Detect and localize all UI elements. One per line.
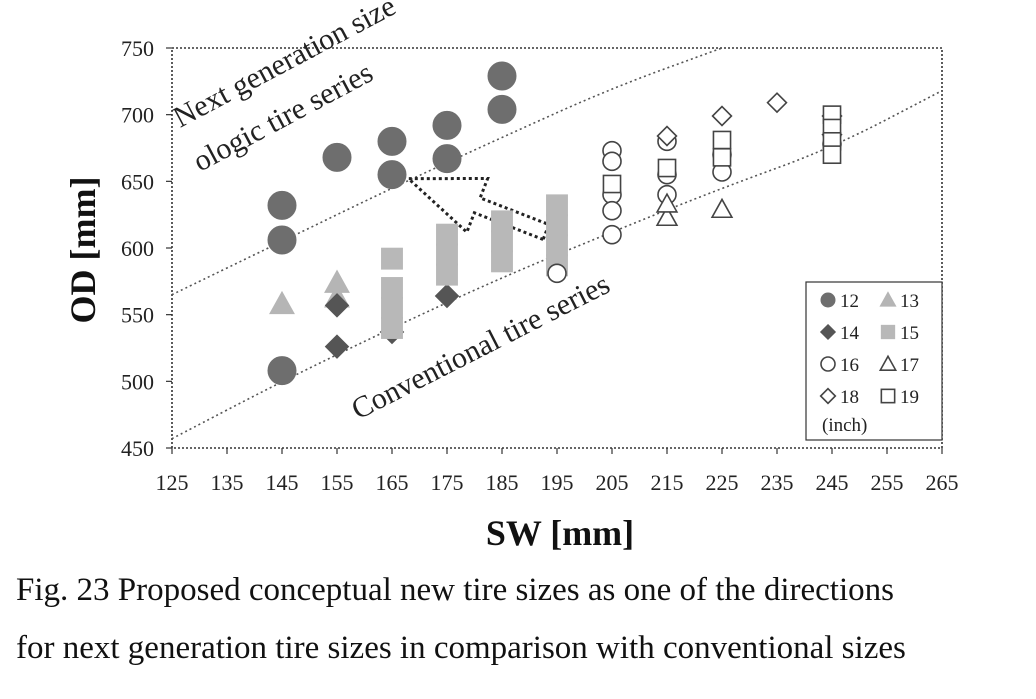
data-point-18in [766, 92, 788, 114]
data-point-19in [822, 145, 842, 165]
legend-label-12: 12 [840, 291, 859, 312]
data-point-12in [432, 110, 462, 140]
y-tick-label: 500 [121, 369, 154, 394]
data-point-13in [269, 290, 295, 315]
x-tick-label: 175 [431, 470, 464, 495]
data-point-15in [546, 194, 568, 217]
data-point-12in [267, 225, 297, 255]
figure-caption-line-1: Fig. 23 Proposed conceptual new tire siz… [16, 572, 894, 608]
x-tick-label: 205 [596, 470, 629, 495]
data-point-12in [487, 61, 517, 91]
x-tick-label: 185 [486, 470, 519, 495]
data-point-15in [436, 263, 458, 286]
data-point-16in [602, 224, 622, 245]
data-point-19in [712, 147, 732, 167]
data-point-17in [710, 197, 734, 219]
data-point-15in [436, 243, 458, 266]
legend-marker-19 [880, 388, 896, 404]
legend-marker-18 [819, 387, 837, 405]
y-tick-label: 650 [121, 169, 154, 194]
y-tick-label: 550 [121, 303, 154, 328]
chart: 125 135 145 155 165 175 185 195 205 215 225 235 245 2… [63, 0, 959, 553]
legend-label-13: 13 [900, 291, 919, 312]
data-point-15in [491, 230, 513, 253]
data-point-12in [267, 356, 297, 386]
data-point-16in [547, 263, 567, 284]
data-point-14in [324, 334, 350, 359]
data-point-12in [322, 142, 352, 172]
x-tick-label: 195 [541, 470, 574, 495]
conventional-trend-line [171, 89, 943, 440]
legend-label-18: 18 [840, 387, 859, 408]
data-point-15in [491, 250, 513, 273]
data-point-18in [656, 125, 678, 147]
data-point-17in [655, 192, 679, 213]
data-point-12in [377, 160, 407, 190]
data-point-16in [602, 151, 622, 172]
x-tick-label: 215 [651, 470, 684, 495]
legend-marker-13 [879, 291, 897, 307]
legend-note: (inch) [822, 415, 867, 436]
x-tick-label: 125 [156, 470, 189, 495]
trend-curves [171, 47, 943, 440]
data-point-15in [546, 214, 568, 237]
y-axis-ticks: 450 500 550 600 650 700 750 [121, 36, 172, 461]
figure-caption-line-2: for next generation tire sizes in compar… [16, 630, 906, 666]
y-tick-label: 700 [121, 103, 154, 128]
legend-label-16: 16 [840, 355, 859, 376]
data-point-16in [602, 200, 622, 221]
x-tick-label: 155 [321, 470, 354, 495]
data-point-14in [324, 293, 350, 318]
x-tick-label: 145 [266, 470, 299, 495]
data-point-15in [546, 234, 568, 257]
legend-label-19: 19 [900, 387, 919, 408]
x-tick-label: 255 [871, 470, 904, 495]
x-tick-label: 135 [211, 470, 244, 495]
x-tick-label: 235 [761, 470, 794, 495]
legend-label-17: 17 [900, 355, 919, 376]
direction-arrow [404, 176, 551, 242]
data-point-15in [381, 247, 403, 270]
legend-marker-16 [820, 356, 836, 372]
legend: 12 13 14 15 16 17 18 19 (inch) [805, 281, 943, 441]
x-axis-title: SW [mm] [486, 513, 634, 553]
data-point-15in [491, 210, 513, 233]
x-tick-label: 245 [816, 470, 849, 495]
y-tick-label: 600 [121, 236, 154, 261]
legend-marker-12 [820, 292, 836, 308]
data-point-14in [434, 283, 460, 309]
x-tick-label: 165 [376, 470, 409, 495]
legend-label-15: 15 [900, 323, 919, 344]
legend-label-14: 14 [840, 323, 860, 344]
data-point-12in [267, 190, 297, 220]
y-tick-label: 450 [121, 436, 154, 461]
data-point-12in [487, 94, 517, 124]
legend-marker-17 [878, 354, 898, 371]
data-point-15in [381, 297, 403, 319]
data-point-17in [655, 205, 679, 227]
data-point-19in [657, 158, 677, 178]
data-point-12in [432, 144, 462, 174]
y-axis-title: OD [mm] [63, 177, 103, 324]
x-tick-label: 225 [706, 470, 739, 495]
data-point-15in [381, 317, 403, 339]
data-point-18in [711, 105, 733, 127]
x-tick-label: 265 [926, 470, 959, 495]
data-point-15in [436, 223, 458, 246]
y-tick-label: 750 [121, 36, 154, 61]
legend-marker-15 [880, 324, 896, 340]
data-point-19in [712, 130, 732, 150]
data-point-12in [377, 126, 407, 156]
legend-marker-14 [819, 323, 837, 341]
x-axis-ticks: 125 135 145 155 165 175 185 195 205 215 225 235 245 2… [156, 448, 959, 495]
data-point-19in [602, 174, 622, 194]
data-point-15in [381, 277, 403, 299]
data-points [267, 61, 843, 386]
next-gen-trend-line [171, 47, 723, 296]
